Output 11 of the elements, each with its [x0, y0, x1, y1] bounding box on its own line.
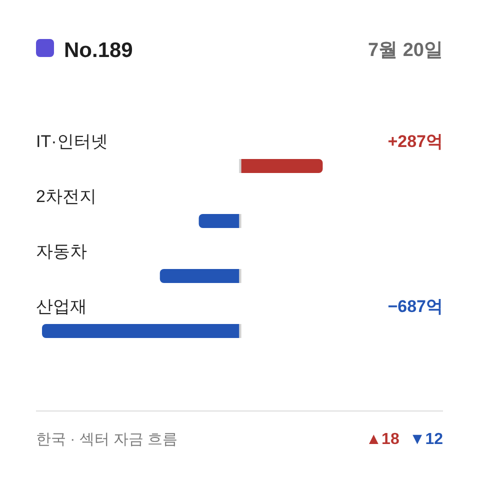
y-tick-label: 산업재 [36, 297, 87, 316]
text: 한국 · 섹터 자금 흐름 [36, 431, 178, 448]
y-tick-label: 자동차 [36, 242, 87, 261]
chart-title: No.189 [64, 39, 133, 62]
text: ▲18 [366, 431, 400, 448]
data-label: −687억 [388, 297, 443, 316]
y-tick-label: IT·인터넷 [36, 132, 108, 151]
text: 7월 20일 [368, 40, 443, 61]
data-label: +287억 [388, 132, 443, 151]
text: ▼12 [409, 431, 444, 448]
y-tick-label: 2차전지 [36, 187, 96, 206]
